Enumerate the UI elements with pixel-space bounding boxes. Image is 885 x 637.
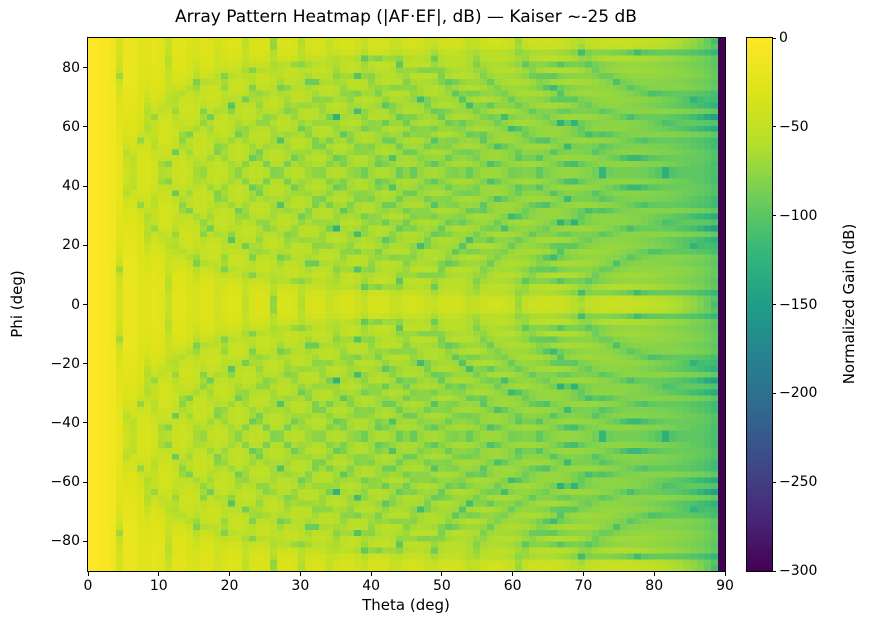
- y-tick-label: 20: [62, 237, 80, 254]
- x-tick-label: 90: [716, 578, 734, 594]
- x-tick: [229, 572, 231, 576]
- x-tick-label: 60: [503, 578, 522, 594]
- colorbar-tick-label: −300: [779, 563, 818, 579]
- colorbar-tick-label: 0: [779, 30, 788, 46]
- colorbar-tick: [772, 481, 776, 483]
- colorbar-tick: [772, 304, 776, 305]
- colorbar-tick-label: −50: [779, 118, 809, 135]
- x-tick: [582, 572, 584, 576]
- x-tick: [653, 572, 655, 576]
- y-tick-label: −60: [50, 474, 80, 491]
- y-tick: [83, 540, 87, 542]
- y-tick-label: −40: [50, 414, 80, 431]
- colorbar-canvas: [746, 37, 773, 572]
- chart-title: Array Pattern Heatmap (|AF·EF|, dB) — Ka…: [175, 7, 637, 27]
- y-tick: [83, 363, 87, 365]
- y-tick-label: 40: [62, 178, 80, 195]
- colorbar-tick-label: −200: [779, 385, 818, 402]
- colorbar-tick-label: −250: [779, 474, 818, 491]
- y-tick: [83, 422, 87, 424]
- y-tick: [83, 126, 87, 128]
- y-tick: [83, 67, 87, 69]
- x-tick-label: 30: [291, 578, 310, 594]
- x-tick: [158, 572, 160, 576]
- x-tick: [441, 572, 443, 576]
- y-tick: [83, 481, 87, 483]
- x-tick: [299, 572, 301, 576]
- x-tick: [87, 572, 89, 576]
- colorbar-label: Normalized Gain (dB): [840, 223, 858, 385]
- x-tick-label: 20: [220, 578, 239, 594]
- y-tick-label: −80: [50, 533, 80, 550]
- y-tick: [83, 244, 87, 246]
- colorbar-tick-label: −100: [779, 207, 818, 224]
- heatmap-canvas: [87, 37, 726, 572]
- y-tick-label: 60: [62, 118, 80, 135]
- x-tick-label: 80: [645, 578, 664, 594]
- colorbar-tick: [772, 392, 776, 394]
- colorbar-tick-label: −150: [779, 296, 818, 313]
- colorbar-tick: [772, 37, 776, 39]
- x-tick: [724, 572, 726, 576]
- x-tick-label: 0: [83, 578, 93, 594]
- y-tick-label: −20: [50, 355, 80, 372]
- y-tick-label: 0: [71, 296, 80, 313]
- y-tick-label: 80: [62, 59, 80, 76]
- y-tick: [83, 304, 87, 305]
- x-tick-label: 10: [149, 578, 168, 594]
- x-tick-label: 50: [432, 578, 451, 594]
- colorbar-tick: [772, 126, 776, 128]
- x-axis-label: Theta (deg): [362, 596, 450, 614]
- x-tick: [370, 572, 372, 576]
- colorbar-tick: [772, 215, 776, 217]
- x-tick-label: 70: [574, 578, 593, 594]
- colorbar-tick: [772, 570, 776, 572]
- y-axis-label: Phi (deg): [8, 270, 26, 338]
- x-tick: [512, 572, 514, 576]
- y-tick: [83, 185, 87, 187]
- x-tick-label: 40: [362, 578, 381, 594]
